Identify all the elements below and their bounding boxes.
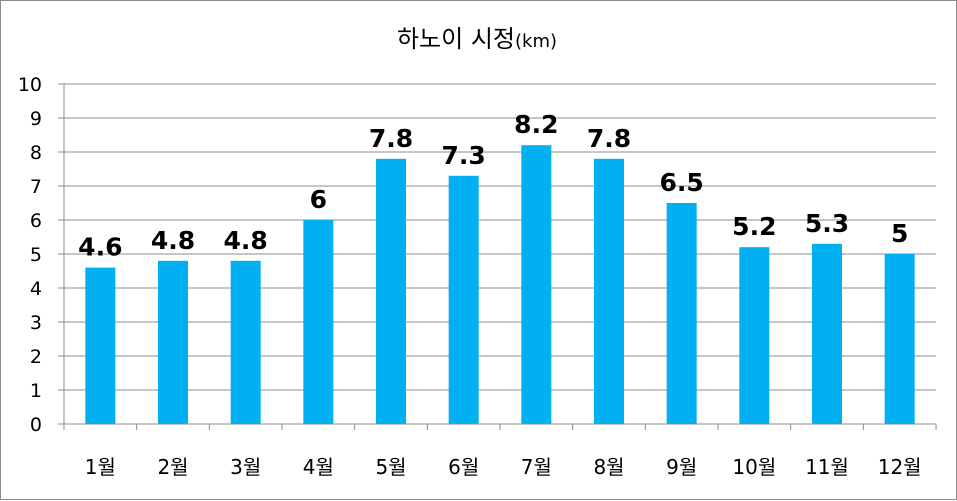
y-tick-label: 9 (30, 108, 42, 130)
x-axis: 1월 2월 3월 4월 5월 6월 7월 8월 9월 10월 11월 12월 (63, 423, 937, 479)
y-tick-label: 8 (30, 142, 42, 164)
x-category-label: 11월 (805, 455, 849, 479)
x-category-label: 12월 (878, 455, 922, 479)
y-axis: 0 1 2 3 4 5 6 7 8 9 10 (18, 74, 65, 436)
data-label: 8.2 (514, 110, 558, 139)
x-category-label: 2월 (157, 455, 188, 479)
data-label: 4.6 (78, 233, 122, 262)
data-labels: 4.6 4.8 4.8 6 7.8 7.3 8.2 7.8 6.5 5.2 5.3 5 (78, 110, 908, 261)
chart-title-unit: (km) (515, 31, 557, 52)
x-category-label: 9월 (666, 455, 697, 479)
bar (594, 158, 624, 425)
y-tick-label: 1 (30, 380, 42, 402)
y-tick-label: 10 (18, 74, 42, 96)
y-tick-label: 6 (30, 210, 42, 232)
y-tick-label: 2 (30, 346, 42, 368)
bar (521, 145, 552, 424)
bar (812, 243, 842, 424)
y-tick-label: 0 (30, 414, 42, 436)
bar (739, 247, 770, 424)
x-category-label: 1월 (85, 455, 116, 479)
bar (884, 254, 915, 424)
bar (158, 260, 188, 424)
chart-title: 하노이 시정(km) (397, 25, 557, 53)
data-label: 6.5 (660, 168, 704, 197)
x-category-label: 7월 (521, 455, 552, 479)
data-label: 4.8 (224, 226, 268, 255)
x-category-label: 10월 (732, 455, 776, 479)
bar (376, 158, 406, 425)
y-tick-label: 7 (30, 176, 42, 198)
data-label: 7.3 (442, 141, 486, 170)
gridlines (64, 83, 936, 391)
x-category-label: 8월 (593, 455, 624, 479)
data-label: 7.8 (369, 124, 413, 153)
data-label: 5.3 (805, 209, 849, 238)
x-category-label: 4월 (303, 455, 334, 479)
data-label: 7.8 (587, 124, 631, 153)
bar (303, 220, 334, 424)
x-category-label: 5월 (375, 455, 406, 479)
data-label: 4.8 (151, 226, 195, 255)
x-category-label: 3월 (230, 455, 261, 479)
y-tick-label: 3 (30, 312, 42, 334)
chart-title-main: 하노이 시정 (397, 25, 515, 53)
bars (85, 145, 915, 425)
bar (448, 175, 479, 424)
data-label: 6 (310, 185, 327, 214)
bar (85, 267, 116, 424)
bar (230, 260, 261, 424)
x-category-label: 6월 (448, 455, 479, 479)
y-tick-label: 4 (30, 278, 42, 300)
data-label: 5.2 (732, 212, 776, 241)
y-tick-label: 5 (30, 244, 42, 266)
bar (666, 203, 697, 424)
data-label: 5 (891, 219, 908, 248)
